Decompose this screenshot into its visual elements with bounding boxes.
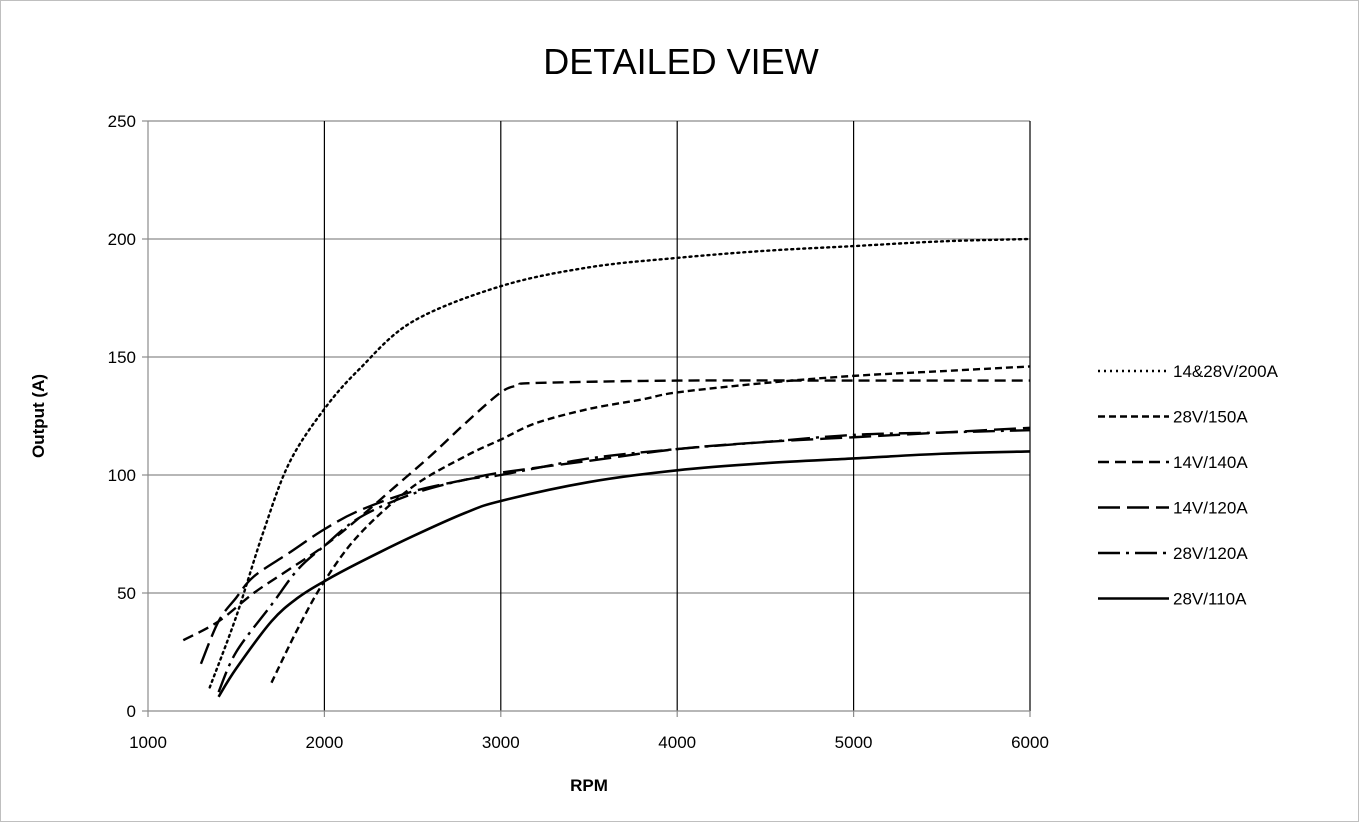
x-axis-title: RPM — [570, 776, 608, 795]
legend: 14&28V/200A 28V/150A 14V/140A 14V/120A 28V/1… — [1098, 362, 1279, 609]
series-line-1 — [208, 237, 1032, 689]
y-tick-label: 250 — [108, 112, 136, 131]
legend-label: 14V/120A — [1173, 499, 1248, 518]
x-tick-label: 5000 — [835, 733, 873, 752]
x-tick-label: 1000 — [129, 733, 167, 752]
series-line-2 — [270, 365, 1031, 684]
x-tick-label: 4000 — [658, 733, 696, 752]
y-axis-title: Output (A) — [29, 374, 48, 458]
y-tick-label: 150 — [108, 348, 136, 367]
x-tick-label: 6000 — [1011, 733, 1049, 752]
series-layer — [182, 237, 1032, 698]
legend-label: 14V/140A — [1173, 453, 1248, 472]
series-line-5 — [217, 428, 1031, 693]
series-line-3 — [182, 379, 1030, 642]
legend-label: 28V/120A — [1173, 544, 1248, 563]
series-line-6 — [217, 450, 1031, 698]
y-tick-label: 100 — [108, 466, 136, 485]
legend-label: 28V/150A — [1173, 408, 1248, 427]
y-tick-label: 200 — [108, 230, 136, 249]
legend-label: 14&28V/200A — [1173, 362, 1279, 381]
x-tick-label: 2000 — [305, 733, 343, 752]
legend-label: 28V/110A — [1173, 590, 1247, 609]
chart-title: DETAILED VIEW — [543, 41, 818, 82]
grid-layer — [148, 120, 1031, 711]
y-tick-label: 50 — [117, 584, 136, 603]
axes-layer: 0 50 100 150 200 250 1000 2000 3000 4000 5000 6000 — [108, 112, 1049, 752]
x-tick-label: 3000 — [482, 733, 520, 752]
y-tick-label: 0 — [127, 702, 136, 721]
